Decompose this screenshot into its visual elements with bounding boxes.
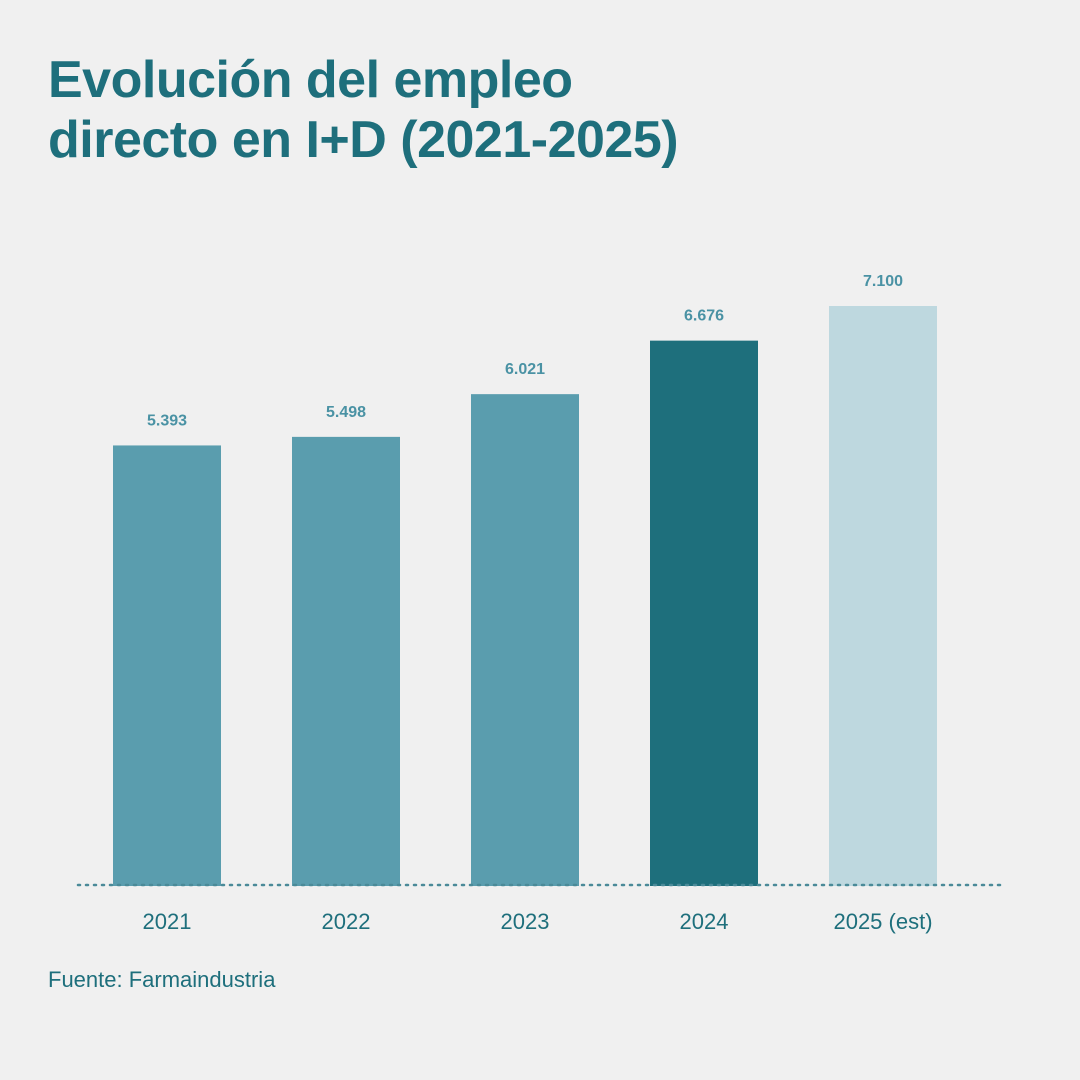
chart-title: Evolución del empleo directo en I+D (202…	[48, 50, 948, 170]
data-label: 7.100	[863, 273, 903, 290]
chart-title-line-2: directo en I+D (2021-2025)	[48, 111, 679, 169]
source-note: Fuente: Farmaindustria	[48, 967, 276, 992]
data-label: 6.021	[505, 361, 545, 378]
x-tick-label: 2021	[143, 909, 192, 934]
data-label: 5.498	[326, 404, 366, 421]
data-label: 6.676	[684, 308, 724, 325]
chart-title-line-1: Evolución del empleo	[48, 51, 573, 109]
bar-2022	[292, 436, 400, 886]
bar-2021	[113, 445, 221, 886]
bar-2025-est	[829, 306, 937, 886]
bar-2024	[650, 340, 758, 887]
x-tick-label: 2023	[501, 909, 550, 934]
x-tick-label: 2024	[680, 909, 729, 934]
x-tick-label: 2022	[322, 909, 371, 934]
bar-2023	[471, 394, 579, 886]
x-tick-label: 2025 (est)	[833, 909, 932, 934]
data-label: 5.393	[147, 412, 187, 429]
